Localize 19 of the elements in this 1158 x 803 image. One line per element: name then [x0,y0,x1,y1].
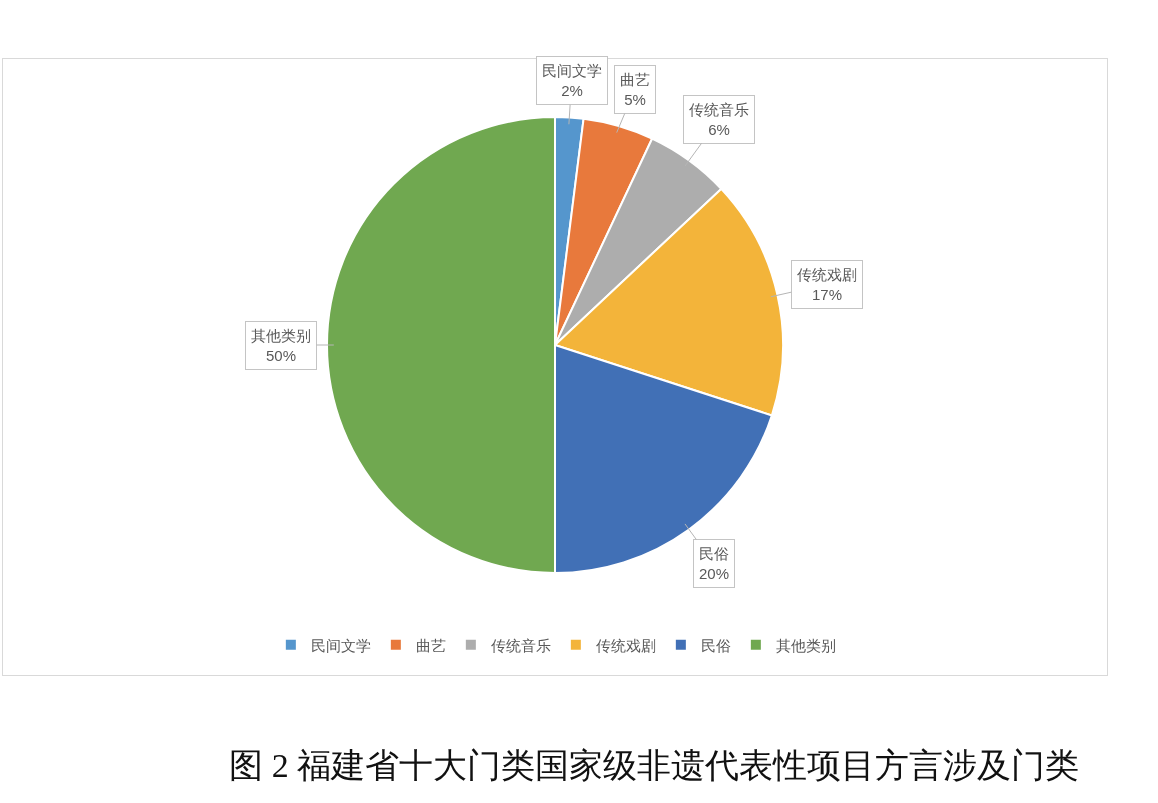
legend-label: 传统戏剧 [595,636,656,654]
data-label: 17% [811,285,843,303]
slice-label: 传统音乐 [689,101,749,118]
data-label: 50% [265,346,297,364]
legend-label: 民俗 [700,636,731,654]
data-label: 2% [561,81,583,99]
data-label: 5% [624,90,646,108]
slice-label: 传统戏剧 [797,266,857,283]
slice-label: 民俗 [699,545,730,562]
text: 图 2 福建省十大门类国家级非遗代表性项目方言涉及门类 [229,746,1080,784]
slice-label: 民间文学 [542,62,602,79]
legend-label: 其他类别 [775,636,836,654]
legend-label: 民间文学 [310,636,371,654]
legend-label: 传统音乐 [490,636,551,654]
slice-label: 曲艺 [620,71,650,88]
data-label: 20% [699,564,730,582]
slice-label: 其他类别 [251,327,311,344]
legend-label: 曲艺 [415,636,446,654]
data-label: 6% [708,120,730,138]
